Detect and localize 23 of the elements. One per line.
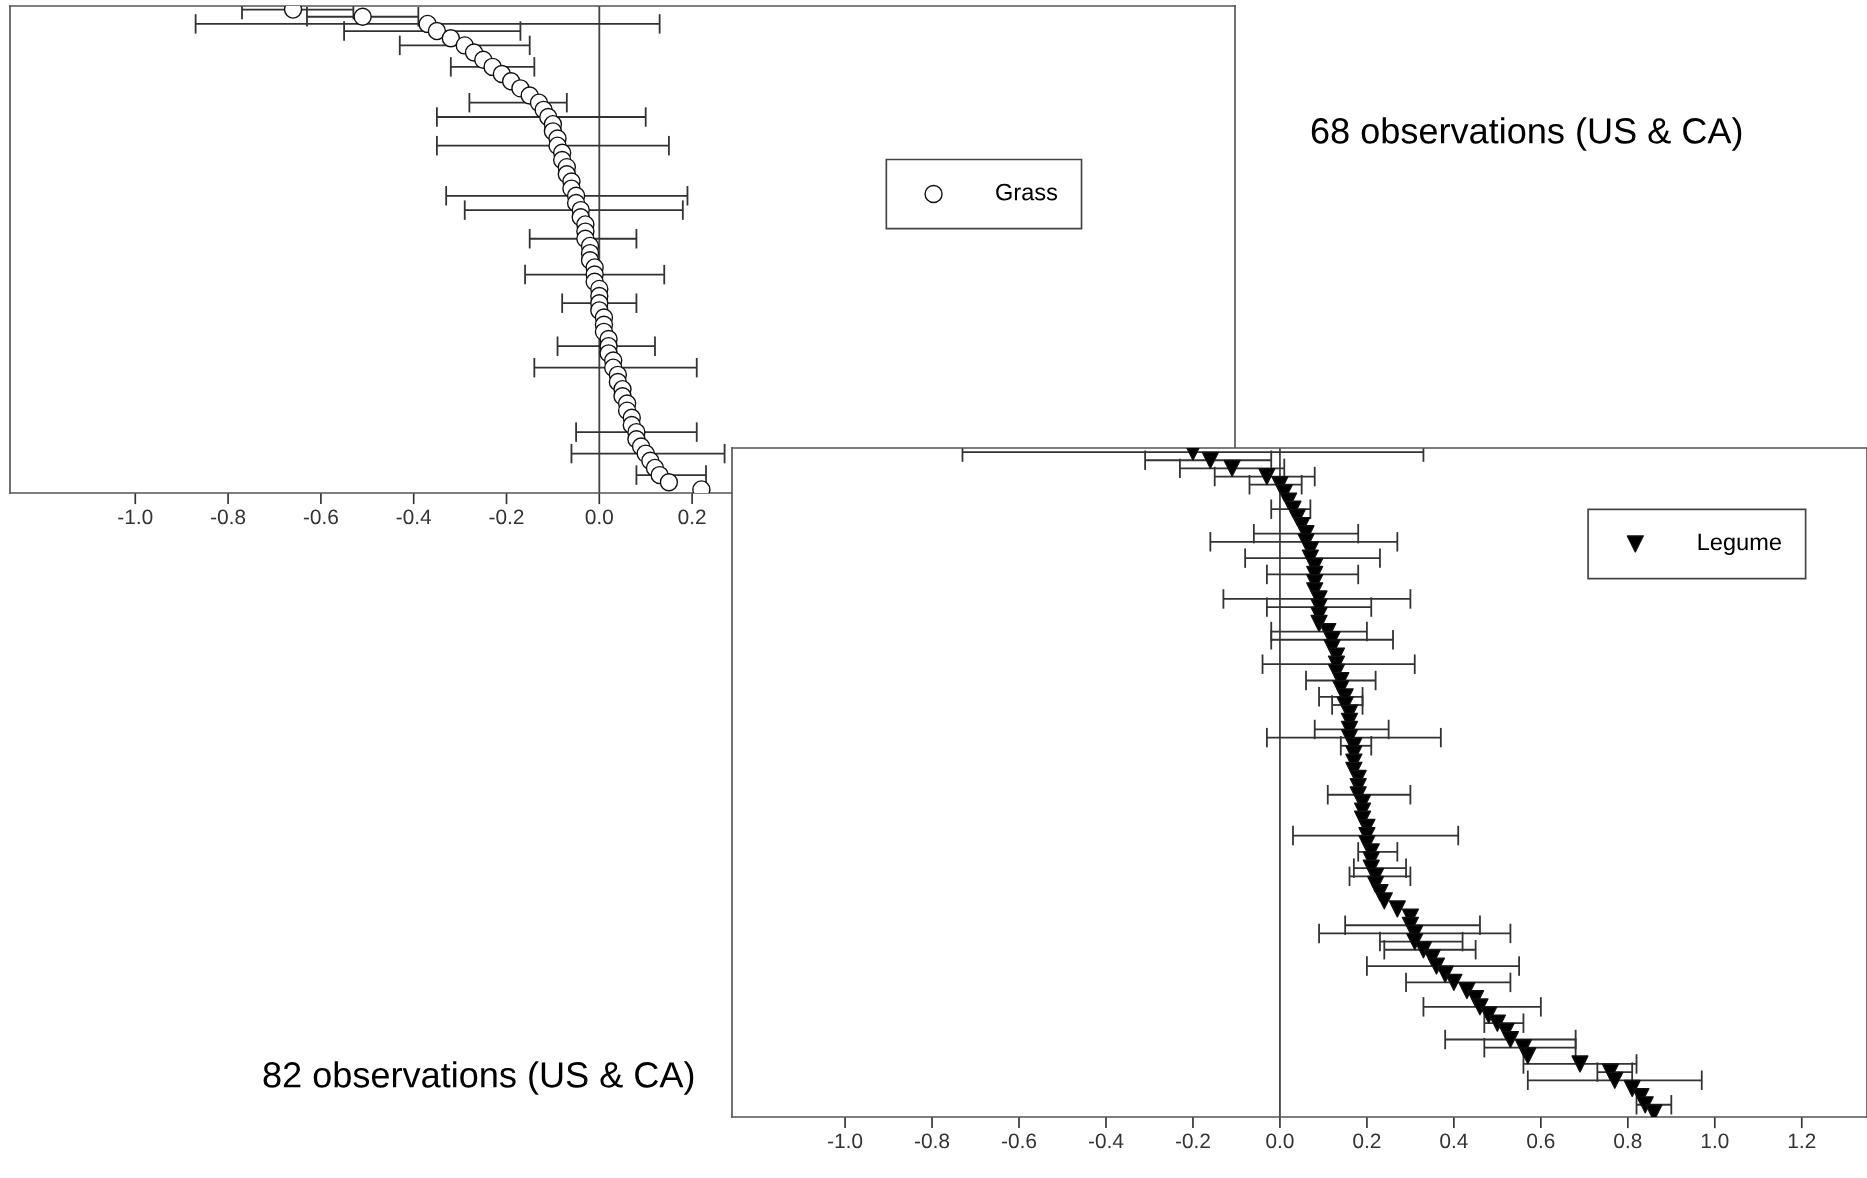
- x-tick-label: 0.2: [1353, 1133, 1381, 1149]
- x-tick-label: -1.0: [828, 1133, 863, 1149]
- x-tick-label: -0.4: [396, 509, 432, 525]
- x-tick-label: -0.8: [211, 509, 246, 525]
- x-tick-label: 0.0: [1266, 1133, 1294, 1149]
- legend-label: Grass: [996, 183, 1058, 201]
- x-tick-label: -0.2: [1175, 1133, 1210, 1149]
- x-tick-label: -0.6: [303, 509, 338, 525]
- x-tick-label: -1.0: [118, 509, 153, 525]
- x-tick-label: 0.8: [1614, 1133, 1642, 1149]
- x-tick-label: -0.2: [489, 509, 524, 525]
- x-tick-label: 0.0: [585, 509, 613, 525]
- x-tick-label: -0.6: [1001, 1133, 1037, 1149]
- x-tick-label: 0.2: [678, 509, 706, 525]
- x-tick-label: 1.2: [1788, 1133, 1816, 1149]
- text: 68 observations (US & CA): [1311, 117, 1742, 151]
- x-tick-label: 0.6: [1527, 1133, 1555, 1149]
- x-tick-label: -0.4: [1088, 1133, 1124, 1149]
- legend-label: Legume: [1698, 533, 1781, 556]
- x-tick-label: 1.0: [1701, 1133, 1729, 1149]
- text: 82 observations (US & CA): [263, 1061, 694, 1095]
- x-tick-label: 0.4: [1440, 1133, 1468, 1149]
- x-tick-label: -0.8: [915, 1133, 950, 1149]
